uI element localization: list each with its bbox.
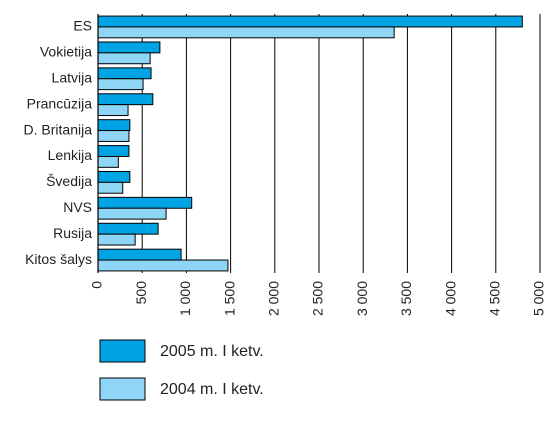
x-tick-label: 3 000 — [354, 281, 370, 316]
bar — [97, 233, 136, 246]
y-tick-label: NVS — [63, 199, 92, 215]
x-tick-label: 2 000 — [266, 281, 282, 316]
bar — [97, 119, 131, 132]
y-tick-label: Vokietija — [40, 44, 92, 60]
y-tick-label: Rusija — [53, 225, 92, 241]
y-tick-label: Lenkija — [48, 147, 93, 163]
bar — [97, 67, 152, 80]
bar — [97, 181, 124, 194]
legend-label: 2004 m. I ketv. — [160, 381, 264, 398]
bar — [97, 145, 130, 157]
y-tick-label: D. Britanija — [24, 121, 93, 137]
bar — [97, 41, 161, 54]
bar — [97, 259, 229, 272]
x-tick-label: 500 — [133, 281, 149, 305]
bar — [97, 93, 154, 106]
bar — [97, 207, 167, 220]
y-tick-label: Prancūzija — [27, 95, 93, 111]
x-tick-label: 4 000 — [442, 281, 458, 316]
bar — [97, 104, 129, 117]
y-tick-label: Kitos šalys — [25, 251, 92, 267]
bar — [97, 248, 182, 261]
legend-swatch — [99, 377, 146, 401]
x-tick-label: 0 — [89, 281, 105, 289]
x-tick-label: 1 500 — [221, 281, 237, 316]
x-tick-label: 5 000 — [531, 281, 547, 316]
bar — [97, 130, 130, 142]
bar — [97, 15, 523, 28]
legend-swatch — [99, 339, 146, 363]
bar — [97, 222, 159, 235]
bar — [97, 26, 395, 39]
y-tick-label: Latvija — [52, 69, 93, 85]
legend-label: 2005 m. I ketv. — [160, 343, 264, 360]
bar — [97, 170, 131, 183]
bar — [97, 196, 193, 209]
bar — [97, 78, 144, 91]
bar — [97, 155, 119, 168]
bar — [97, 52, 151, 65]
x-tick-label: 4 500 — [487, 281, 503, 316]
x-tick-label: 1 000 — [177, 281, 193, 316]
y-tick-label: Švedija — [46, 173, 92, 189]
y-tick-label: ES — [73, 18, 92, 34]
x-tick-label: 3 500 — [398, 281, 414, 316]
x-tick-label: 2 500 — [310, 281, 326, 316]
